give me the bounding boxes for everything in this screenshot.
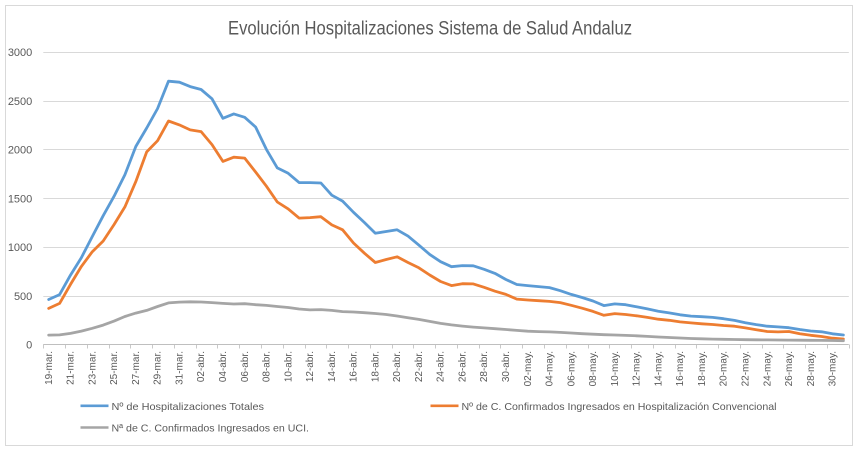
svg-text:1000: 1000	[8, 242, 32, 254]
svg-text:14-abr.: 14-abr.	[327, 351, 338, 382]
svg-text:30-may.: 30-may.	[828, 351, 839, 386]
svg-text:18-may.: 18-may.	[697, 351, 708, 386]
svg-text:06-abr.: 06-abr.	[240, 351, 251, 382]
svg-text:04-abr.: 04-abr.	[218, 351, 229, 382]
svg-text:02-may.: 02-may.	[523, 351, 534, 386]
svg-text:10-may.: 10-may.	[610, 351, 621, 386]
svg-text:02-abr.: 02-abr.	[196, 351, 207, 382]
svg-text:30-abr.: 30-abr.	[501, 351, 512, 382]
svg-text:1500: 1500	[8, 193, 32, 205]
svg-text:31-mar.: 31-mar.	[175, 351, 186, 385]
svg-text:20-may.: 20-may.	[719, 351, 730, 386]
svg-text:19-mar.: 19-mar.	[44, 351, 55, 385]
svg-text:24-may.: 24-may.	[762, 351, 773, 386]
svg-text:21-mar.: 21-mar.	[66, 351, 77, 385]
svg-text:Nº de Hospitalizaciones Totale: Nº de Hospitalizaciones Totales	[112, 401, 265, 413]
svg-text:27-mar.: 27-mar.	[131, 351, 142, 385]
svg-text:24-abr.: 24-abr.	[436, 351, 447, 382]
svg-text:12-abr.: 12-abr.	[305, 351, 316, 382]
svg-text:26-may.: 26-may.	[784, 351, 795, 386]
svg-text:28-abr.: 28-abr.	[479, 351, 490, 382]
svg-text:28-may.: 28-may.	[806, 351, 817, 386]
svg-text:29-mar.: 29-mar.	[153, 351, 164, 385]
svg-text:Nª de C. Confirmados Ingresado: Nª de C. Confirmados Ingresados en UCI.	[112, 423, 310, 435]
svg-text:04-may.: 04-may.	[545, 351, 556, 386]
svg-text:08-may.: 08-may.	[588, 351, 599, 386]
svg-text:500: 500	[14, 291, 32, 303]
svg-text:26-abr.: 26-abr.	[458, 351, 469, 382]
svg-text:2500: 2500	[8, 96, 32, 108]
svg-text:18-abr.: 18-abr.	[370, 351, 381, 382]
svg-text:22-abr.: 22-abr.	[414, 351, 425, 382]
svg-text:Evolución Hospitalizaciones Si: Evolución Hospitalizaciones Sistema de S…	[228, 19, 632, 40]
svg-text:06-may.: 06-may.	[566, 351, 577, 386]
svg-text:10-abr.: 10-abr.	[283, 351, 294, 382]
svg-text:22-may.: 22-may.	[741, 351, 752, 386]
svg-text:16-may.: 16-may.	[675, 351, 686, 386]
svg-text:0: 0	[26, 340, 32, 352]
svg-text:25-mar.: 25-mar.	[109, 351, 120, 385]
svg-text:14-may.: 14-may.	[653, 351, 664, 386]
svg-text:23-mar.: 23-mar.	[87, 351, 98, 385]
svg-text:20-abr.: 20-abr.	[392, 351, 403, 382]
svg-text:08-abr.: 08-abr.	[262, 351, 273, 382]
svg-text:3000: 3000	[8, 47, 32, 59]
svg-text:16-abr.: 16-abr.	[349, 351, 360, 382]
svg-text:2000: 2000	[8, 145, 32, 157]
svg-text:Nº de C. Confirmados Ingresado: Nº de C. Confirmados Ingresados en Hospi…	[462, 401, 777, 413]
svg-text:12-may.: 12-may.	[632, 351, 643, 386]
